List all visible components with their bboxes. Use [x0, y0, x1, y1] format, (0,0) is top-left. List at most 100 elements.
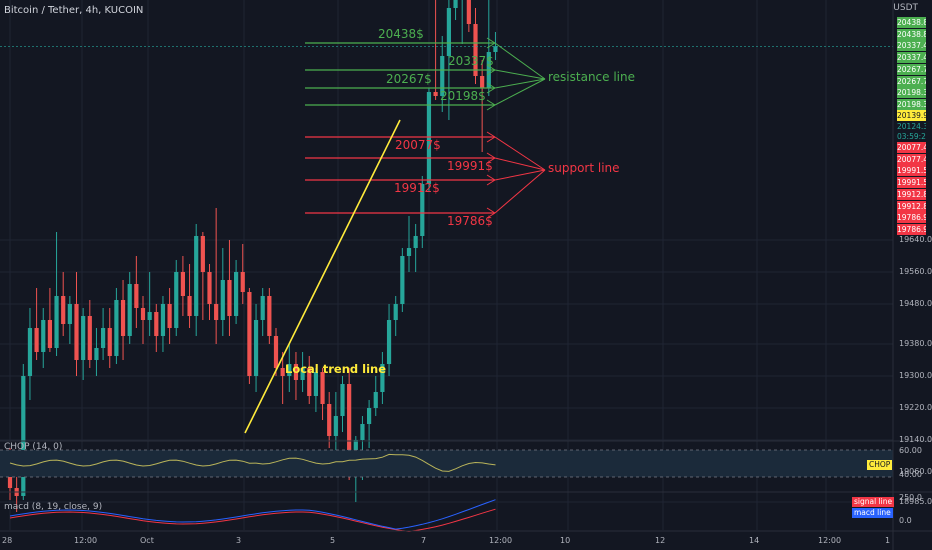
arrow-head	[486, 99, 496, 106]
candle-body	[174, 272, 179, 328]
support-price-tag: 19991.5	[897, 177, 926, 189]
candle-body	[140, 308, 146, 320]
macd-axis-label: 0.0	[899, 516, 912, 525]
candle-body	[320, 372, 325, 404]
chop-band	[0, 450, 893, 477]
candle-body	[340, 384, 345, 416]
support-price-tag: 20077.4	[897, 142, 926, 153]
candle-body	[147, 312, 152, 320]
arrow-head	[486, 37, 496, 44]
resistance-level-label: 20337$	[448, 54, 494, 68]
macd-line	[9, 499, 496, 530]
price-axis-label: 19220.0	[899, 403, 932, 412]
trend-line	[244, 119, 401, 434]
arrow-head	[486, 42, 496, 49]
candle-body	[466, 0, 471, 24]
price-axis-label: 19060.0	[899, 467, 932, 476]
candle-body	[214, 304, 219, 320]
candle-body	[313, 372, 318, 396]
candle-body	[420, 184, 425, 236]
resistance-price-tag: 20267.7	[897, 75, 926, 87]
candle-body	[220, 280, 225, 320]
candle-body	[373, 392, 378, 408]
candles	[0, 0, 893, 512]
candle-body	[400, 256, 405, 304]
arrow-head	[486, 87, 496, 94]
candle-body	[473, 24, 478, 76]
candle-body	[54, 296, 59, 348]
support-label: support line	[548, 161, 620, 175]
candle-body	[87, 316, 92, 360]
candle-body	[453, 0, 458, 8]
candle-body	[154, 312, 159, 336]
chop-tag: CHOP	[867, 460, 893, 470]
resistance-price-tag: 20198.3	[897, 98, 926, 110]
arrow-head	[486, 136, 496, 143]
candle-body	[333, 416, 338, 436]
candle-body	[200, 236, 205, 272]
candle-body	[94, 348, 99, 360]
support-price-tag: 19786.9	[897, 223, 926, 235]
candle-body	[347, 384, 352, 472]
candle-body	[101, 328, 106, 348]
resistance-price-tag: 20198.3	[897, 87, 926, 99]
signal-line	[9, 508, 496, 532]
candle-body	[413, 236, 418, 248]
candle-body	[134, 284, 139, 308]
support-level-label: 20077$	[395, 138, 441, 152]
candle-body	[426, 92, 432, 184]
candle-body	[367, 408, 372, 424]
chop-axis-label: 60.00	[899, 446, 922, 455]
resistance-price-tag: 20438.8	[897, 17, 926, 28]
support-level-label: 19991$	[447, 159, 493, 173]
support-price-tag: 19786.9	[897, 212, 926, 224]
time-axis-label: 3	[236, 536, 242, 545]
countdown-tag: 03:59:22	[897, 131, 926, 142]
support-pointer	[494, 169, 546, 214]
candle-body	[287, 364, 292, 376]
candle-body	[187, 296, 192, 316]
candle-body	[327, 404, 332, 436]
price-axis-label: 19380.0	[899, 339, 932, 348]
resistance-level-label: 20198$	[440, 89, 486, 103]
time-axis-label: 12:00	[74, 536, 98, 545]
price-axis-label: 19300.0	[899, 371, 932, 380]
price-axis-label: 19640.0	[899, 235, 932, 244]
candle-body	[27, 328, 33, 376]
candle-body	[114, 300, 119, 356]
candle-body	[240, 272, 245, 292]
support-price-tag: 19912.8	[897, 200, 926, 212]
time-axis-label: 1	[885, 536, 891, 545]
candle-body	[180, 272, 185, 296]
currency-label: USDT	[893, 3, 918, 13]
candle-body	[446, 8, 451, 56]
chop-axis-label: 40.00	[899, 470, 922, 479]
time-axis-label: 12:00	[489, 536, 513, 545]
candle-body	[61, 296, 66, 324]
arrow-head	[486, 207, 496, 214]
signal-legend: signal line	[852, 497, 895, 507]
symbol-title[interactable]: Bitcoin / Tether, 4h, KUCOIN	[4, 5, 144, 16]
chop-title: CHOP (14, 0)	[4, 442, 63, 452]
resistance-price-tag: 20337.4	[897, 40, 926, 52]
candle-body	[260, 296, 265, 320]
candle-body	[167, 304, 172, 328]
macd-legend: macd line	[852, 508, 893, 518]
grid	[0, 0, 894, 530]
arrow-head	[486, 212, 496, 219]
candle-body	[480, 76, 485, 88]
candle-body	[267, 296, 272, 336]
candle-body	[273, 336, 279, 368]
support-price-tag: 20077.4	[897, 153, 926, 165]
arrow-head	[486, 174, 496, 181]
candle-body	[34, 328, 39, 352]
time-axis-label: 10	[560, 536, 571, 545]
macd-title: macd (8, 19, close, 9)	[4, 502, 103, 512]
macd-axis-label: 250.0	[899, 493, 922, 502]
support-level-label: 19912$	[394, 181, 440, 195]
arrow-head	[486, 104, 496, 111]
arrow-head	[486, 69, 496, 76]
time-axis-label: 5	[330, 536, 336, 545]
